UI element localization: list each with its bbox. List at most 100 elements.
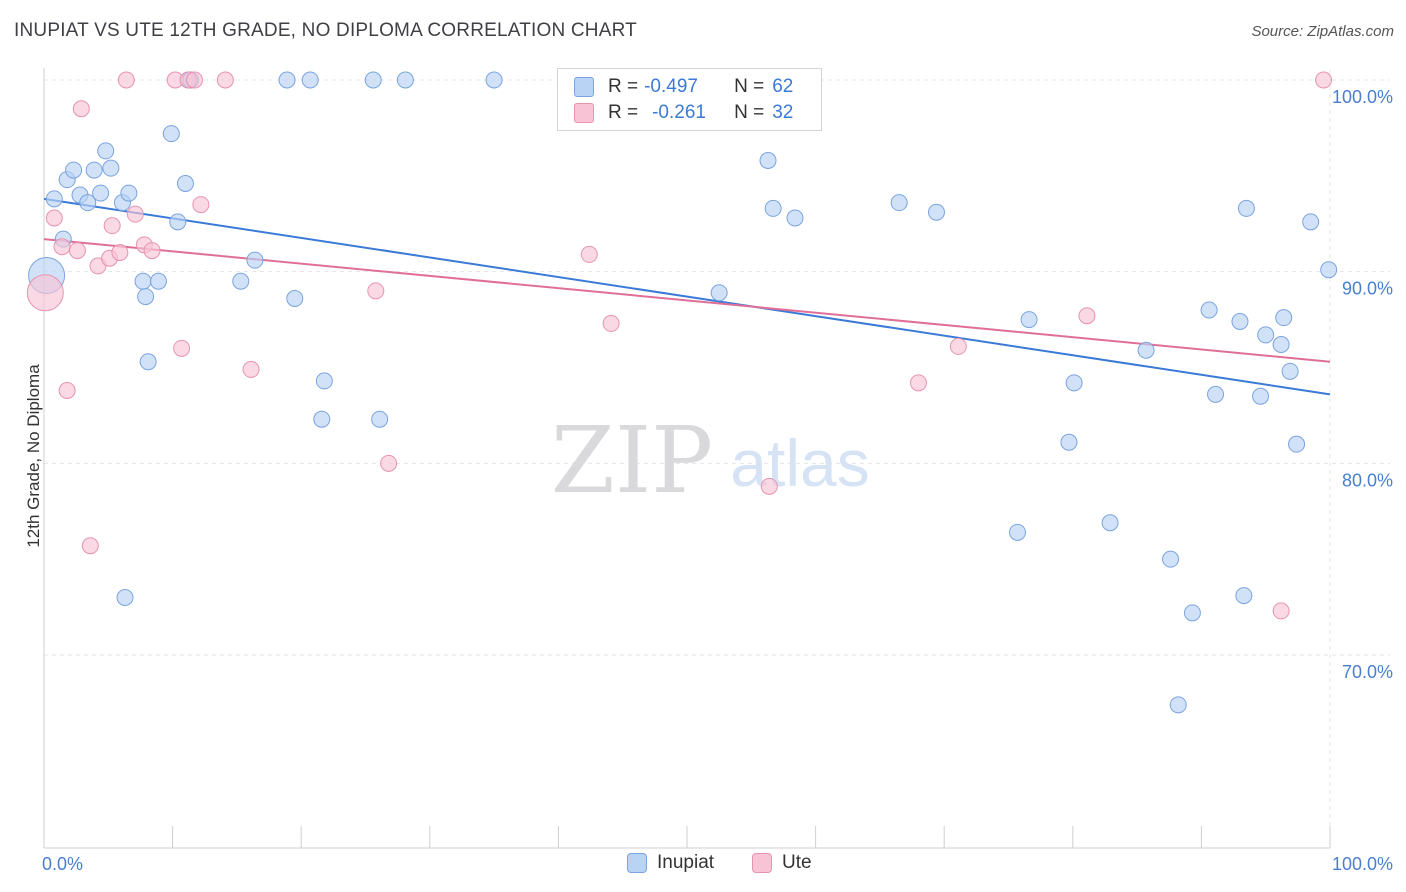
point-ute	[117, 71, 135, 89]
point-inupiat	[759, 152, 777, 169]
trend-line-ute	[43, 238, 1331, 363]
point-inupiat	[1320, 261, 1338, 279]
watermark: ZIP atlas	[551, 407, 870, 514]
trend-lines	[43, 197, 1331, 396]
point-ute	[53, 238, 71, 256]
point-inupiat	[485, 71, 503, 89]
point-inupiat	[97, 142, 115, 160]
point-inupiat	[176, 175, 194, 192]
point-inupiat	[232, 272, 250, 290]
point-inupiat	[1183, 604, 1201, 622]
legend-swatch-ute	[752, 853, 772, 873]
point-ute	[143, 242, 161, 260]
y-tick-label: 80.0%	[1342, 470, 1393, 490]
point-inupiat	[1252, 387, 1270, 405]
point-inupiat	[1272, 336, 1290, 353]
legend-swatch-ute	[574, 103, 594, 123]
point-inupiat	[710, 284, 728, 302]
y-axis-label: 12th Grade, No Diploma	[24, 364, 43, 548]
point-ute	[1272, 602, 1290, 620]
point-inupiat	[1162, 550, 1180, 568]
legend-r-label: R =	[608, 102, 639, 123]
stats-legend: R = -0.497 N = 62 R = -0.261 N = 32	[557, 68, 822, 131]
y-tick-label: 90.0%	[1342, 279, 1393, 299]
point-inupiat	[1257, 326, 1275, 344]
data-points	[26, 71, 1338, 714]
point-ute	[126, 205, 144, 223]
point-inupiat	[313, 410, 331, 428]
point-inupiat	[79, 194, 97, 212]
point-inupiat	[786, 209, 804, 227]
point-ute	[1078, 307, 1096, 325]
legend-r-label: R =	[608, 76, 639, 97]
point-inupiat	[890, 194, 908, 212]
legend-row-ute: R = -0.261 N = 32	[574, 101, 793, 125]
point-ute	[111, 244, 129, 261]
point-ute	[216, 71, 234, 89]
axes	[43, 68, 1331, 849]
chart-source: Source: ZipAtlas.com	[1251, 23, 1394, 40]
point-inupiat	[139, 353, 157, 371]
point-inupiat	[169, 213, 187, 231]
watermark-zip: ZIP	[551, 407, 713, 514]
point-inupiat	[45, 190, 63, 208]
point-inupiat	[315, 372, 333, 390]
point-ute	[580, 245, 598, 263]
point-ute	[192, 196, 210, 214]
point-inupiat	[102, 159, 120, 177]
point-ute	[380, 454, 398, 472]
point-ute	[1315, 71, 1333, 89]
point-ute	[367, 282, 385, 300]
point-inupiat	[92, 184, 110, 202]
x-tick-label-min: 0.0%	[42, 854, 83, 874]
point-ute	[760, 477, 778, 495]
point-inupiat	[927, 203, 945, 221]
point-inupiat	[1169, 696, 1187, 714]
point-inupiat	[286, 290, 304, 307]
point-inupiat	[1275, 309, 1293, 327]
series-legend: Inupiat Ute	[0, 850, 1406, 880]
y-tick-label: 70.0%	[1342, 662, 1393, 682]
legend-n-label: N =	[734, 76, 765, 97]
legend-row-inupiat: R = -0.497 N = 62	[574, 75, 793, 99]
legend-item-ute: Ute	[752, 852, 812, 874]
point-inupiat	[134, 272, 152, 290]
legend-n-label: N =	[734, 102, 765, 123]
point-inupiat	[120, 184, 138, 202]
point-ute	[949, 337, 967, 355]
point-ute	[909, 374, 927, 392]
point-inupiat	[1237, 199, 1255, 217]
point-inupiat	[396, 71, 414, 89]
point-inupiat	[764, 199, 782, 217]
legend-label-ute: Ute	[782, 852, 812, 873]
point-inupiat	[162, 125, 180, 143]
point-ute	[173, 339, 191, 357]
point-inupiat	[1065, 374, 1083, 392]
point-inupiat	[85, 161, 103, 179]
point-inupiat	[149, 272, 167, 290]
chart-title: INUPIAT VS UTE 12TH GRADE, NO DIPLOMA CO…	[14, 20, 637, 41]
point-ute	[185, 71, 203, 89]
y-tick-label: 100.0%	[1332, 87, 1393, 107]
point-inupiat	[1235, 587, 1253, 605]
point-ute	[602, 314, 620, 332]
point-inupiat	[1137, 341, 1155, 359]
point-ute	[45, 209, 63, 227]
trend-line-inupiat	[43, 197, 1331, 396]
point-ute	[26, 274, 64, 312]
point-inupiat	[364, 71, 382, 89]
tick-labels: 70.0% 80.0% 90.0% 100.0% 0.0% 100.0%	[42, 87, 1393, 874]
grid-lines	[44, 70, 1390, 848]
point-inupiat	[1020, 311, 1038, 329]
point-ute	[72, 100, 90, 118]
legend-n-value: 62	[772, 76, 794, 97]
point-inupiat	[1231, 313, 1249, 330]
point-inupiat	[137, 288, 155, 306]
legend-r-value: -0.261	[652, 102, 706, 123]
point-inupiat	[278, 71, 296, 89]
legend-item-inupiat: Inupiat	[627, 852, 714, 874]
point-inupiat	[1288, 435, 1306, 453]
legend-label-inupiat: Inupiat	[657, 852, 715, 873]
legend-swatch-inupiat	[574, 77, 594, 97]
